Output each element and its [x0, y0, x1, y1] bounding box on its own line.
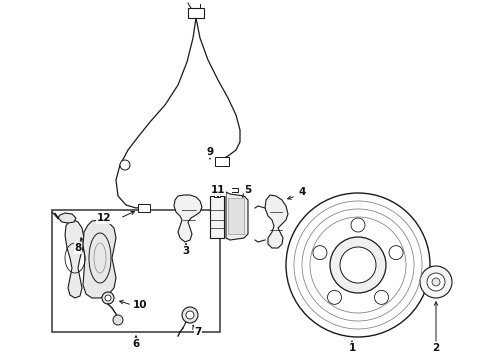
- Polygon shape: [65, 220, 84, 298]
- Polygon shape: [83, 220, 116, 298]
- Text: 2: 2: [432, 343, 440, 353]
- Text: 9: 9: [206, 147, 214, 157]
- Text: 7: 7: [195, 327, 202, 337]
- Polygon shape: [58, 213, 76, 223]
- Circle shape: [102, 292, 114, 304]
- Circle shape: [351, 218, 365, 232]
- Bar: [188, 8, 204, 18]
- Text: 3: 3: [182, 246, 190, 256]
- Circle shape: [313, 246, 327, 260]
- Text: 12: 12: [97, 213, 111, 223]
- Bar: [215, 157, 229, 166]
- Circle shape: [105, 295, 111, 301]
- Circle shape: [389, 246, 403, 260]
- Text: 6: 6: [132, 339, 140, 349]
- Circle shape: [182, 307, 198, 323]
- Text: 11: 11: [211, 185, 225, 195]
- Bar: [228, 198, 244, 234]
- Circle shape: [327, 291, 342, 304]
- Text: 5: 5: [245, 185, 252, 195]
- Bar: [138, 204, 150, 212]
- Circle shape: [427, 273, 445, 291]
- Polygon shape: [174, 195, 202, 242]
- Circle shape: [286, 193, 430, 337]
- Text: 1: 1: [348, 343, 356, 353]
- Text: 8: 8: [74, 243, 82, 253]
- Circle shape: [420, 266, 452, 298]
- Circle shape: [340, 247, 376, 283]
- Circle shape: [120, 160, 130, 170]
- Bar: [210, 196, 224, 238]
- Circle shape: [330, 237, 386, 293]
- Text: 10: 10: [133, 300, 147, 310]
- Circle shape: [113, 315, 123, 325]
- Circle shape: [186, 311, 194, 319]
- Polygon shape: [265, 195, 288, 248]
- Circle shape: [374, 291, 389, 304]
- Circle shape: [432, 278, 440, 286]
- Text: 4: 4: [298, 187, 306, 197]
- Polygon shape: [226, 192, 248, 240]
- Bar: [214, 192, 220, 197]
- Bar: [52, 210, 220, 332]
